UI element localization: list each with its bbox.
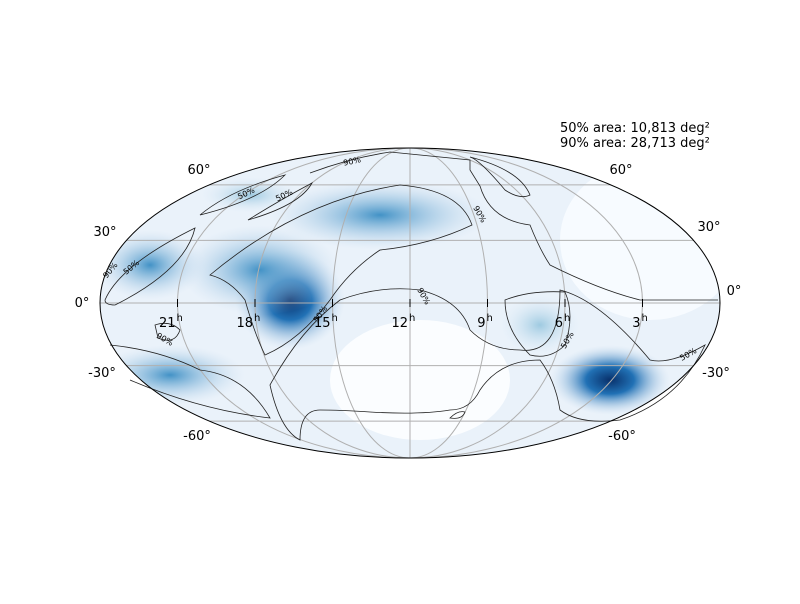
- lat-label: -30°: [702, 366, 730, 381]
- ra-hour: 18: [236, 316, 253, 331]
- lat-label: 0°: [75, 296, 90, 311]
- ra-label: 6: [555, 316, 563, 331]
- ra-hour: 9: [477, 316, 485, 331]
- ra-unit: h: [332, 313, 338, 324]
- ra-hour: 12: [391, 316, 408, 331]
- ra-unit: h: [254, 313, 260, 324]
- lat-label: 0°: [727, 284, 742, 299]
- contour-label: 90%: [342, 155, 362, 168]
- area-annotation: 50% area: 10,813 deg²: [560, 121, 710, 136]
- ra-label: 18: [236, 316, 253, 331]
- ra-unit: h: [642, 313, 648, 324]
- lat-label: -30°: [88, 366, 116, 381]
- ra-unit: h: [409, 313, 415, 324]
- lat-label: -60°: [183, 429, 211, 444]
- contour: [449, 411, 466, 419]
- ra-label: 15: [314, 316, 331, 331]
- lat-label: -60°: [608, 429, 636, 444]
- ra-label: 3: [632, 316, 640, 331]
- map-frame: [99, 147, 721, 459]
- contour: [504, 291, 571, 357]
- ra-label: 21: [159, 316, 176, 331]
- ra-label: 9: [477, 316, 485, 331]
- lat-label: 30°: [697, 220, 720, 235]
- contour: [199, 174, 287, 216]
- contour: [469, 156, 531, 198]
- area-annotation: 90% area: 28,713 deg²: [560, 136, 710, 151]
- contour: [154, 322, 181, 341]
- labels: 60°30°0°-30°-60°60°30°0°-30°-60°21 h 18 h 15…: [75, 155, 742, 444]
- contour: [269, 288, 706, 441]
- ra-hour: 21: [159, 316, 176, 331]
- ra-label: 12: [391, 316, 408, 331]
- lat-label: 60°: [187, 163, 210, 178]
- ra-hour: 15: [314, 316, 331, 331]
- contour: [109, 344, 271, 419]
- contour: [309, 151, 718, 301]
- ra-unit: h: [564, 313, 570, 324]
- ra-unit: h: [177, 313, 183, 324]
- contours: [104, 151, 718, 441]
- ra-unit: h: [487, 313, 493, 324]
- ra-hour: 6: [555, 316, 563, 331]
- contour: [104, 227, 196, 306]
- lat-label: 60°: [609, 163, 632, 178]
- ra-hour: 3: [632, 316, 640, 331]
- contour: [209, 184, 473, 356]
- lat-label: 30°: [93, 225, 116, 240]
- contour: [247, 182, 313, 221]
